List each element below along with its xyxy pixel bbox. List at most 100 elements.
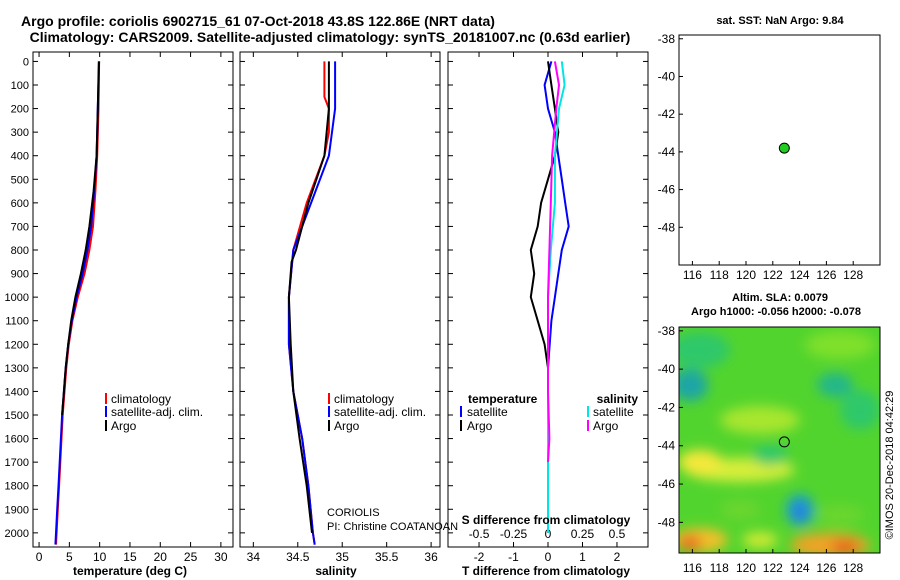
depth-tick-label: 1200 xyxy=(5,339,29,351)
x-tick-label: 34.5 xyxy=(286,550,310,564)
map-y-tick-label: -40 xyxy=(658,362,676,376)
legend-t-satellite-label: satellite xyxy=(467,405,508,419)
pi-label: PI: Christine COATANOAN xyxy=(327,521,458,533)
x-tick-label: 20 xyxy=(154,550,168,564)
depth-tick-label: 300 xyxy=(11,127,29,139)
map-y-tick-label: -46 xyxy=(658,477,676,491)
depth-tick-label: 100 xyxy=(11,80,29,92)
map-x-tick-label: 116 xyxy=(683,561,702,575)
depth-tick-label: 200 xyxy=(11,104,29,116)
x-tick-label: 2 xyxy=(614,550,621,564)
depth-tick-label: 400 xyxy=(11,151,29,163)
map-y-tick-label: -46 xyxy=(658,183,676,197)
argo-h-title: Argo h1000: -0.056 h2000: -0.078 xyxy=(691,306,861,318)
x-tick-label: 36 xyxy=(424,550,438,564)
top-tick-label: 0.5 xyxy=(609,527,626,541)
x-tick-label: 10 xyxy=(93,550,107,564)
depth-tick-label: 1100 xyxy=(5,316,29,328)
depth-tick-label: 500 xyxy=(11,174,29,186)
map-x-tick-label: 118 xyxy=(710,268,729,282)
depth-tick-label: 700 xyxy=(11,221,29,233)
map-y-tick-label: -38 xyxy=(658,324,676,338)
map-x-tick-label: 126 xyxy=(816,268,836,282)
map-y-tick-label: -42 xyxy=(658,107,676,121)
depth-tick-label: 900 xyxy=(11,269,29,281)
depth-tick-label: 1000 xyxy=(5,292,29,304)
top-tick-label: -0.5 xyxy=(469,527,490,541)
depth-tick-label: 1500 xyxy=(5,410,29,422)
salinity-legend: climatology satellite-adj. clim. Argo xyxy=(328,392,426,433)
legend-temperature-header: temperature xyxy=(468,392,538,406)
sst-map-frame xyxy=(678,34,881,266)
top-tick-label: -0.25 xyxy=(500,527,528,541)
depth-tick-label: 1400 xyxy=(5,386,29,398)
temperature-legend: climatology satellite-adj. clim. Argo xyxy=(105,392,203,433)
legend-satellite-label: satellite-adj. clim. xyxy=(334,405,426,419)
difference-top-label: S difference from climatology xyxy=(462,513,631,527)
depth-tick-label: 1800 xyxy=(5,481,29,493)
coriolis-label: CORIOLIS xyxy=(327,507,380,519)
map-x-tick-label: 122 xyxy=(763,268,783,282)
map-x-tick-label: 120 xyxy=(736,561,756,575)
x-tick-label: 25 xyxy=(184,550,198,564)
difference-xlabel: T difference from climatology xyxy=(462,564,630,578)
argo-location-marker xyxy=(778,436,790,448)
legend-climatology-label: climatology xyxy=(334,392,394,406)
x-tick-label: -1 xyxy=(508,550,519,564)
series-line-s-argo xyxy=(547,61,561,463)
depth-tick-label: 1700 xyxy=(5,457,29,469)
argo-location-marker xyxy=(778,142,790,154)
series-line-climatology xyxy=(55,61,101,545)
altimetry-map-frame xyxy=(678,326,881,554)
x-tick-label: 34 xyxy=(247,550,261,564)
map-y-tick-label: -38 xyxy=(658,32,676,46)
legend-s-satellite-label: satellite xyxy=(593,405,634,419)
map-x-tick-label: 124 xyxy=(790,268,810,282)
map-y-tick-label: -44 xyxy=(658,145,676,159)
sst-title: sat. SST: NaN Argo: 9.84 xyxy=(716,15,844,27)
altimetry-heatmap xyxy=(679,327,880,553)
x-tick-label: 35.5 xyxy=(375,550,399,564)
legend-t-argo-label: Argo xyxy=(467,419,493,433)
top-tick-label: 0 xyxy=(545,527,552,541)
map-x-tick-label: 124 xyxy=(790,561,810,575)
legend-satellite-label: satellite-adj. clim. xyxy=(111,405,203,419)
legend-salinity-header: salinity xyxy=(597,392,639,406)
map-y-tick-label: -48 xyxy=(658,220,676,234)
map-y-tick-label: -42 xyxy=(658,400,676,414)
depth-tick-label: 600 xyxy=(11,198,29,210)
x-tick-label: -2 xyxy=(474,550,485,564)
depth-tick-label: 1900 xyxy=(5,504,29,516)
x-tick-label: 1 xyxy=(579,550,586,564)
difference-legend: temperature satellite Argo salinity sate… xyxy=(460,392,639,433)
x-tick-label: 30 xyxy=(214,550,228,564)
altim-title: Altim. SLA: 0.0079 xyxy=(732,292,828,304)
map-x-tick-label: 128 xyxy=(843,268,863,282)
x-tick-label: 0 xyxy=(36,550,43,564)
map-y-tick-label: -40 xyxy=(658,69,676,83)
series-layer xyxy=(54,61,790,545)
depth-tick-label: 800 xyxy=(11,245,29,257)
depth-tick-label: 1600 xyxy=(5,434,29,446)
title-line-2: Climatology: CARS2009. Satellite-adjuste… xyxy=(30,29,631,45)
map-y-tick-label: -44 xyxy=(658,439,676,453)
temperature-panel-frame xyxy=(32,51,234,548)
title-line-1: Argo profile: coriolis 6902715_61 07-Oct… xyxy=(21,13,495,29)
map-x-tick-label: 122 xyxy=(763,561,783,575)
map-x-tick-label: 126 xyxy=(816,561,836,575)
salinity-xlabel: salinity xyxy=(315,564,357,578)
depth-tick-label: 2000 xyxy=(5,528,29,540)
x-tick-label: 35 xyxy=(336,550,350,564)
salinity-panel-frame xyxy=(239,51,441,548)
map-x-tick-label: 116 xyxy=(683,268,702,282)
series-line-s-satellite xyxy=(547,61,566,533)
depth-tick-label: 1300 xyxy=(5,363,29,375)
imos-watermark: ©IMOS 20-Dec-2018 04:42:29 xyxy=(884,391,896,540)
x-tick-label: 5 xyxy=(66,550,73,564)
series-line-t-argo xyxy=(529,61,560,415)
legend-climatology-label: climatology xyxy=(111,392,171,406)
series-line-argo xyxy=(61,61,100,416)
x-tick-label: 0 xyxy=(545,550,552,564)
legend-s-argo-label: Argo xyxy=(593,419,619,433)
